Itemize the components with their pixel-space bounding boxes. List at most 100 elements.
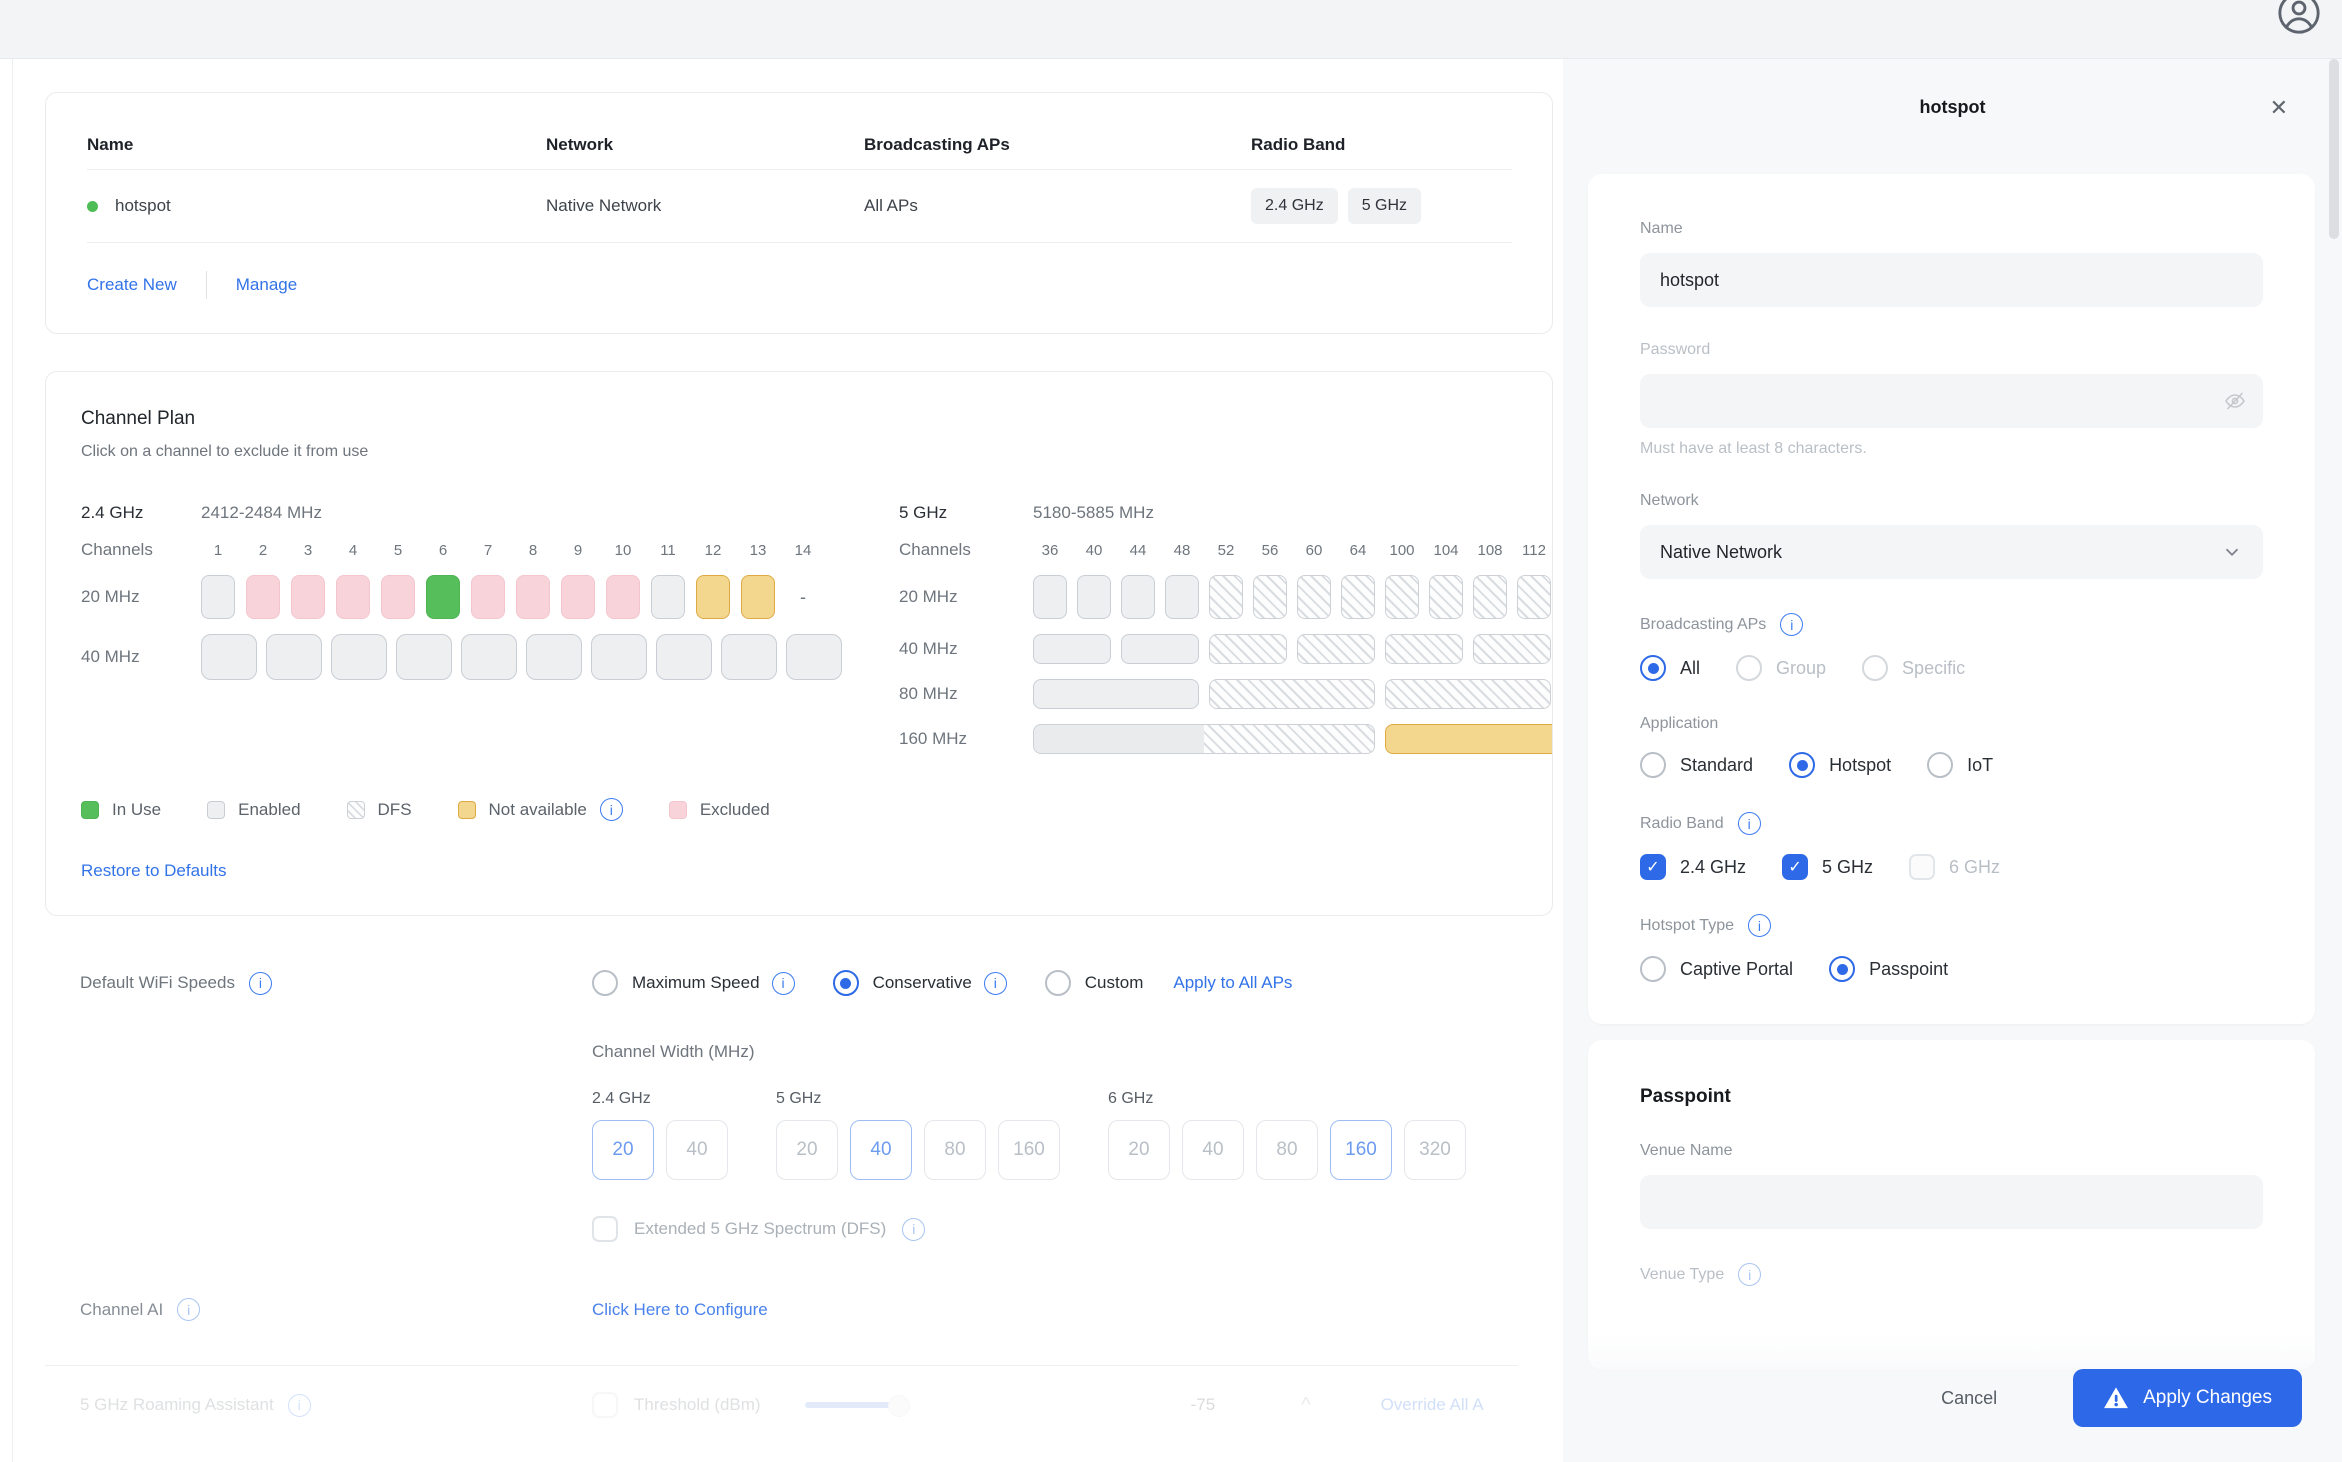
channel-cell-dfs[interactable] [1253,575,1287,619]
channel-cell-dfs[interactable] [1473,575,1507,619]
table-row[interactable]: hotspot Native Network All APs 2.4 GHz 5 … [87,169,1512,243]
width-button[interactable]: 320 [1404,1120,1466,1180]
info-icon[interactable] [1737,812,1761,835]
channel-cell-enabled[interactable] [1165,575,1199,619]
info-icon[interactable] [177,1298,201,1321]
venue-name-field[interactable] [1640,1175,2263,1229]
checkbox-icon[interactable] [592,1216,618,1242]
restore-defaults-link[interactable]: Restore to Defaults [81,861,227,880]
channel-cell-enabled[interactable] [1033,634,1111,664]
application-option[interactable]: Hotspot [1789,752,1891,778]
application-option[interactable]: IoT [1927,752,1993,778]
threshold-checkbox-icon[interactable] [592,1392,618,1418]
width-button[interactable]: 80 [924,1120,986,1180]
channel-cell-enabled[interactable] [266,634,322,680]
channel-cell-enabled[interactable] [591,634,647,680]
info-icon[interactable] [771,971,795,995]
channel-cell-excluded[interactable] [336,575,370,619]
channel-cell-dfs[interactable] [1209,575,1243,619]
channel-cell-excluded[interactable] [516,575,550,619]
channel-cell-excluded[interactable] [561,575,595,619]
wifi-speed-option[interactable]: Maximum Speed [592,970,795,996]
info-icon[interactable] [599,798,623,821]
channel-cell-split[interactable] [1033,724,1375,754]
channel-cell-not-available[interactable] [696,575,730,619]
info-icon[interactable] [1747,914,1771,937]
cancel-button[interactable]: Cancel [1935,1387,2003,1410]
channel-cell-enabled[interactable] [331,634,387,680]
wifi-speed-option[interactable]: Custom [1044,970,1143,996]
info-icon[interactable] [1738,1263,1762,1286]
width-button[interactable]: 20 [592,1120,654,1180]
hotspot-type-option[interactable]: Passpoint [1829,956,1948,982]
channel-cell-enabled[interactable] [201,575,235,619]
eye-off-icon[interactable] [2223,389,2247,413]
channel-cell-enabled[interactable] [1033,679,1199,709]
slider-knob[interactable] [887,1395,910,1417]
channel-cell-in-use[interactable] [426,575,460,619]
channel-cell-enabled[interactable] [201,634,257,680]
network-select[interactable]: Native Network [1640,525,2263,579]
channel-cell-excluded[interactable] [381,575,415,619]
channel-ai-configure-link[interactable]: Click Here to Configure [592,1299,768,1319]
name-field[interactable] [1640,253,2263,307]
hotspot-type-option[interactable]: Captive Portal [1640,956,1793,982]
info-icon[interactable] [287,1393,311,1417]
info-icon[interactable] [1780,613,1804,636]
width-button[interactable]: 40 [850,1120,912,1180]
radio-band-option[interactable]: 5 GHz [1782,854,1873,880]
manage-link[interactable]: Manage [235,275,298,294]
apply-changes-button[interactable]: Apply Changes [2073,1369,2302,1427]
radio-band-option[interactable]: 2.4 GHz [1640,854,1746,880]
channel-cell-enabled[interactable] [1033,575,1067,619]
channel-cell-enabled[interactable] [1121,634,1199,664]
channel-cell-enabled[interactable] [1121,575,1155,619]
channel-cell-enabled[interactable] [721,634,777,680]
channel-cell-dfs[interactable] [1385,575,1419,619]
channel-cell-dfs[interactable] [1385,679,1551,709]
width-button[interactable]: 160 [1330,1120,1392,1180]
channel-cell-excluded[interactable] [471,575,505,619]
drawer-scrollbar[interactable] [2329,59,2339,239]
info-icon[interactable] [248,971,272,995]
channel-cell-enabled[interactable] [396,634,452,680]
application-option[interactable]: Standard [1640,752,1753,778]
channel-cell-excluded[interactable] [291,575,325,619]
channel-cell-enabled[interactable] [1077,575,1111,619]
channel-cell-dfs[interactable] [1209,679,1375,709]
threshold-slider[interactable] [804,1395,910,1417]
channel-cell-enabled[interactable] [461,634,517,680]
width-button[interactable]: 40 [1182,1120,1244,1180]
channel-cell-not-available[interactable] [741,575,775,619]
channel-cell-dfs[interactable] [1517,575,1551,619]
channel-cell-excluded[interactable] [246,575,280,619]
channel-cell-excluded[interactable] [606,575,640,619]
channel-cell-enabled[interactable] [656,634,712,680]
user-avatar-icon[interactable] [2276,0,2322,36]
channel-cell-dfs[interactable] [1429,575,1463,619]
width-button[interactable]: 80 [1256,1120,1318,1180]
info-icon[interactable] [983,971,1007,995]
broadcasting-option[interactable]: All [1640,655,1700,681]
wifi-speed-option[interactable]: Conservative [832,970,1007,996]
channel-cell-enabled[interactable] [526,634,582,680]
channel-cell-enabled[interactable] [786,634,842,680]
channel-cell-dfs[interactable] [1385,634,1463,664]
channel-cell-dfs[interactable] [1341,575,1375,619]
override-all-aps-link[interactable]: Override All A [1380,1395,1484,1414]
password-field[interactable] [1640,374,2263,428]
close-icon[interactable]: ✕ [2269,95,2288,120]
channel-cell-enabled[interactable] [651,575,685,619]
channel-cell-dfs[interactable] [1473,634,1551,664]
channel-cell-dfs[interactable] [1209,634,1287,664]
create-new-link[interactable]: Create New [87,275,177,294]
width-button[interactable]: 20 [1108,1120,1170,1180]
collapse-caret-icon[interactable]: ^ [1301,1393,1311,1416]
width-button[interactable]: 40 [666,1120,728,1180]
channel-cell-not-available[interactable] [1385,724,1552,754]
width-button[interactable]: 160 [998,1120,1060,1180]
width-button[interactable]: 20 [776,1120,838,1180]
channel-cell-dfs[interactable] [1297,575,1331,619]
apply-to-all-aps-link[interactable]: Apply to All APs [1173,973,1293,992]
channel-cell-dfs[interactable] [1297,634,1375,664]
